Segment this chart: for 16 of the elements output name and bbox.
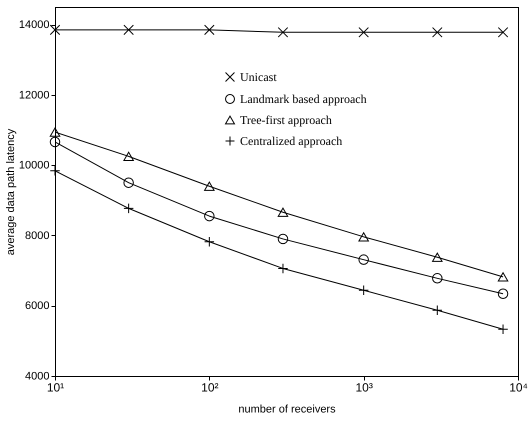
y-tick-label: 8000 (25, 230, 50, 242)
legend-label: Unicast (240, 70, 278, 84)
x-tick-label: 10⁴ (509, 380, 528, 394)
x-axis-title: number of receivers (238, 404, 336, 416)
x-tick-label: 10² (201, 380, 219, 394)
y-tick-label: 12000 (18, 89, 50, 102)
x-tick-label: 10³ (355, 380, 373, 394)
x-tick-label: 10¹ (46, 380, 64, 394)
legend-label: Tree-first approach (240, 113, 332, 127)
y-tick-label: 6000 (25, 300, 50, 312)
y-tick-label: 10000 (18, 160, 50, 172)
y-axis-title: average data path latency (4, 128, 17, 256)
y-tick-label: 4000 (25, 370, 50, 382)
legend-label: Centralized approach (240, 134, 342, 148)
legend-label: Landmark based approach (240, 92, 367, 106)
y-tick-label: 14000 (18, 19, 50, 32)
